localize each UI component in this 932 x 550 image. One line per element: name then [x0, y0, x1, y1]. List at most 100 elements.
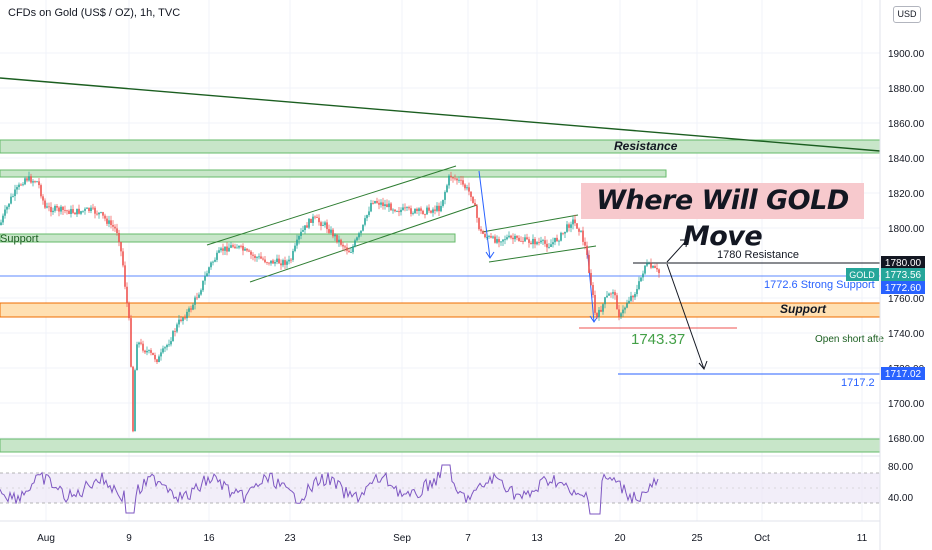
price-axis[interactable]: 1900.00 1880.00 1860.00 1840.00 1820.00 1800.…: [888, 49, 925, 445]
candle-body: [528, 239, 530, 243]
candle-body: [500, 241, 502, 243]
candle-body: [338, 239, 340, 242]
candle-body: [62, 206, 64, 210]
candle-body: [566, 224, 568, 232]
candle-body: [656, 267, 658, 270]
candle-body: [122, 251, 124, 266]
candle-body: [124, 265, 126, 287]
price-tick-label: 1900.00: [888, 49, 925, 60]
time-tick-label: 25: [691, 533, 703, 544]
candle-body: [244, 248, 246, 251]
candle-body: [228, 247, 230, 252]
candle-body: [24, 178, 26, 185]
flag-lower-line[interactable]: [488, 245, 597, 263]
candle-body: [302, 230, 304, 232]
candle-body: [594, 295, 596, 313]
candle-body: [462, 180, 464, 185]
candle-body: [280, 263, 282, 266]
candle-body: [558, 240, 560, 242]
candle-body: [544, 240, 546, 244]
candle-body: [476, 205, 478, 218]
candle-body: [154, 354, 156, 360]
candle-body: [34, 181, 36, 183]
candle-body: [458, 179, 460, 181]
price-candles[interactable]: [0, 171, 660, 433]
candle-body: [360, 230, 362, 234]
candle-body: [510, 235, 512, 238]
resistance-zone[interactable]: [0, 139, 881, 154]
rsi-tick-label: 80.00: [888, 462, 913, 473]
candle-body: [202, 280, 204, 291]
candle-body: [556, 237, 558, 242]
candle-body: [286, 261, 288, 265]
candle-body: [572, 219, 574, 225]
candle-body: [194, 297, 196, 305]
candle-body: [540, 240, 542, 243]
candle-body: [290, 259, 292, 261]
time-tick-label: 16: [203, 533, 215, 544]
candle-body: [224, 246, 226, 251]
upper-range-zone[interactable]: [0, 169, 667, 178]
candle-body: [132, 366, 134, 432]
candle-body: [466, 187, 468, 189]
bottom-zone[interactable]: [0, 438, 881, 453]
headline-banner: Where Will GOLD Move: [581, 183, 864, 252]
candle-body: [578, 228, 580, 232]
candle-body: [576, 223, 578, 229]
candle-body: [340, 239, 342, 245]
candle-body: [156, 359, 158, 363]
candle-body: [396, 211, 398, 212]
candle-body: [298, 235, 300, 240]
candle-body: [234, 246, 236, 249]
symbol-title[interactable]: CFDs on Gold (US$ / OZ), 1h, TVC: [8, 7, 181, 19]
candle-body: [352, 246, 354, 253]
target-price-badge: [881, 367, 925, 380]
candle-body: [98, 212, 100, 215]
candle-body: [420, 208, 422, 211]
candle-body: [268, 262, 270, 264]
time-tick-label: 7: [465, 533, 471, 544]
candle-body: [240, 245, 242, 247]
candle-body: [146, 350, 148, 353]
resistance-price-text: 1780.00: [885, 258, 922, 269]
candle-body: [106, 218, 108, 224]
candle-body: [590, 272, 592, 286]
candle-body: [570, 224, 572, 228]
candle-body: [206, 273, 208, 277]
candle-body: [72, 209, 74, 213]
candle-body: [516, 235, 518, 238]
flag-upper-line[interactable]: [481, 214, 579, 233]
candle-body: [344, 246, 346, 248]
candle-body: [296, 239, 298, 246]
time-axis[interactable]: Aug 9 16 23 Sep 7 13 20 25 Oct 11: [37, 533, 868, 544]
candle-body: [252, 254, 254, 256]
channel-upper-line[interactable]: [206, 165, 457, 246]
candle-body: [94, 207, 96, 214]
candle-body: [304, 225, 306, 231]
candle-body: [266, 262, 268, 264]
candle-body: [128, 303, 130, 319]
candle-body: [36, 181, 38, 183]
price-tick-label: 1680.00: [888, 434, 925, 445]
candle-body: [270, 260, 272, 264]
currency-selector[interactable]: USD: [893, 6, 921, 23]
candle-body: [22, 184, 24, 186]
candle-body: [100, 212, 102, 213]
candle-body: [238, 245, 240, 248]
candle-body: [274, 261, 276, 264]
candle-body: [318, 217, 320, 223]
candle-body: [358, 233, 360, 238]
long-trendline[interactable]: [0, 77, 881, 152]
candle-body: [316, 216, 318, 218]
candle-body: [652, 265, 654, 268]
rsi-axis[interactable]: 80.00 40.00: [888, 462, 913, 504]
candle-body: [614, 292, 616, 296]
candle-body: [598, 309, 600, 317]
candle-body: [260, 256, 262, 259]
support-zone[interactable]: [0, 302, 881, 318]
candle-body: [46, 206, 48, 208]
channel-lower-line[interactable]: [249, 204, 478, 283]
rsi-line[interactable]: [0, 464, 659, 515]
candle-body: [328, 229, 330, 233]
